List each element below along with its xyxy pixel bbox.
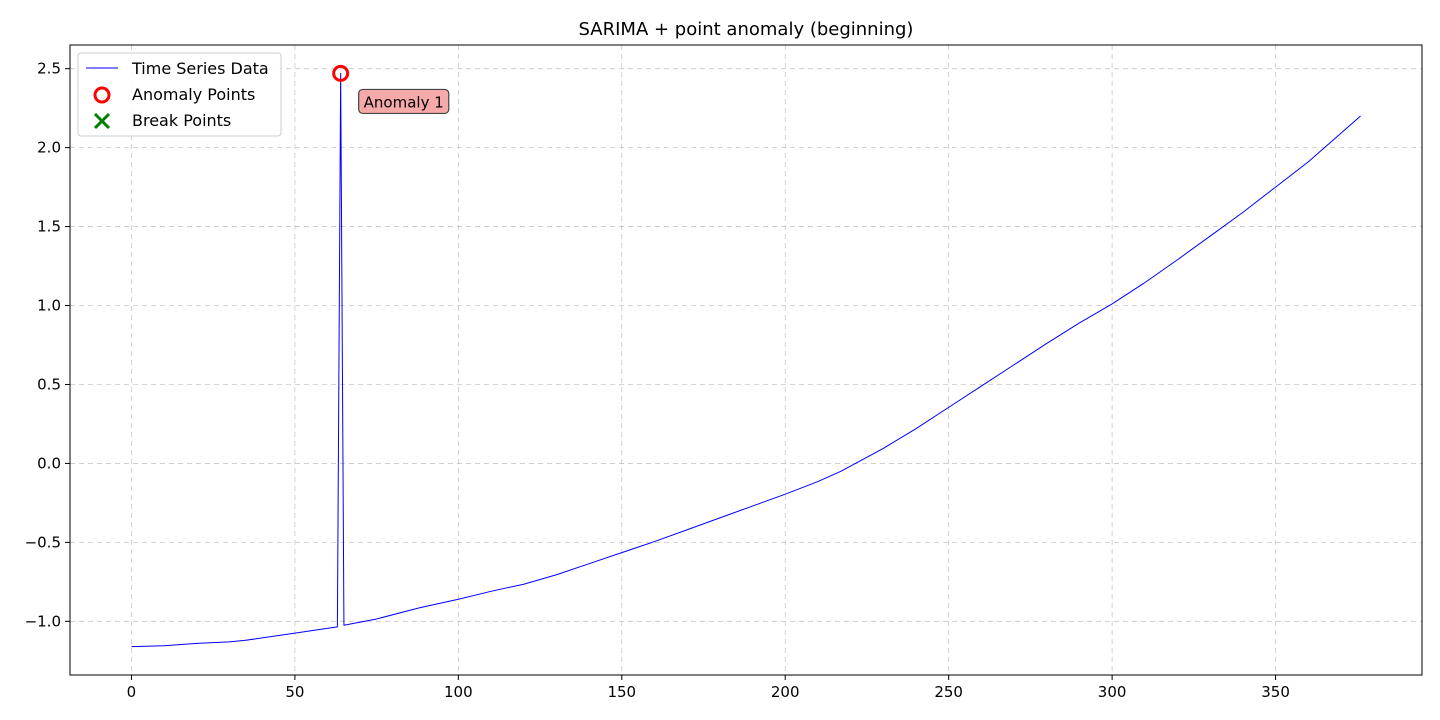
y-tick-label: 1.0 xyxy=(37,297,61,315)
y-tick-label: 1.5 xyxy=(37,218,61,236)
grid xyxy=(70,45,1422,675)
y-tick-label: 2.0 xyxy=(37,139,61,157)
x-tick-label: 100 xyxy=(444,683,473,701)
x-tick-label: 150 xyxy=(607,683,636,701)
plot-frame xyxy=(69,44,1423,676)
y-axis: −1.0 −0.5 0.0 0.5 1.0 1.5 2.0 2.5 xyxy=(25,60,70,630)
legend-anomaly-marker xyxy=(93,86,111,104)
x-tick-label: 300 xyxy=(1098,683,1127,701)
annotation-label: Anomaly 1 xyxy=(364,93,444,111)
series-line xyxy=(131,72,1361,648)
marker-layer xyxy=(332,64,350,82)
legend-label-anomaly: Anomaly Points xyxy=(132,85,255,104)
legend-label-series: Time Series Data xyxy=(131,59,269,78)
x-tick-label: 250 xyxy=(934,683,963,701)
legend: Time Series Data Anomaly Points Break Po… xyxy=(77,52,282,137)
annotation-box xyxy=(358,88,450,115)
annotation: Anomaly 1 xyxy=(358,88,450,115)
x-tick-label: 0 xyxy=(127,683,137,701)
y-tick-label: −1.0 xyxy=(25,612,61,630)
y-tick-label: −0.5 xyxy=(25,533,61,551)
annotation-layer: Anomaly 1 xyxy=(358,88,450,115)
legend-label-break: Break Points xyxy=(132,111,231,130)
x-axis: 0 50 100 150 200 250 300 350 xyxy=(127,675,1290,701)
y-tick-label: 0.5 xyxy=(37,375,61,393)
x-tick-label: 350 xyxy=(1261,683,1290,701)
anomaly-point xyxy=(332,64,350,82)
y-tick-label: 2.5 xyxy=(37,60,61,78)
x-tick-label: 200 xyxy=(771,683,800,701)
legend-box xyxy=(77,52,282,137)
legend-break-marker xyxy=(93,112,111,130)
chart-title: SARIMA + point anomaly (beginning) xyxy=(579,19,914,40)
x-tick-label: 50 xyxy=(285,683,304,701)
series-layer xyxy=(131,72,1361,648)
y-tick-label: 0.0 xyxy=(37,454,61,472)
